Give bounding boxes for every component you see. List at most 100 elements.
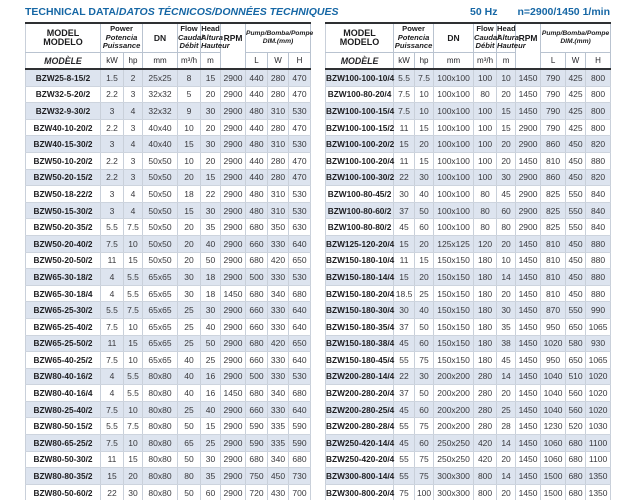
value-cell: 470	[288, 69, 312, 87]
model-cell: BZW200-280-25/4	[325, 401, 394, 419]
value-cell: 810	[540, 235, 567, 253]
value-cell: 1060	[540, 451, 567, 469]
value-cell: 100	[473, 169, 498, 187]
value-cell: 180	[473, 301, 498, 319]
value-cell: 5.5	[100, 218, 124, 236]
value-cell: 680	[565, 484, 587, 500]
value-cell: 790	[540, 69, 567, 87]
value-cell: 25	[496, 401, 517, 419]
value-cell: 1450	[515, 86, 542, 104]
value-cell: 3	[123, 152, 144, 170]
table-row: BZW150-180-45/4 55 75 150x150 180 45 1450 950 65…	[325, 351, 612, 369]
value-cell: 5.5	[100, 301, 124, 319]
value-cell: 440	[245, 69, 269, 87]
table-row: BZW100-100-15/4 7.5 10 100x100 100 15 1450 790 4…	[325, 102, 612, 120]
value-cell: 50	[414, 318, 435, 336]
value-cell: 80x80	[142, 434, 179, 452]
value-cell: 630	[288, 218, 312, 236]
value-cell: 55	[393, 417, 416, 436]
frequency-value: 50 Hz	[470, 6, 498, 18]
model-cell: BZW80-50-15/2	[25, 417, 101, 436]
table-row: BZW40-10-20/2 2.2 3 40x40 10 20 2900 440 280 470	[25, 119, 312, 137]
value-cell: 550	[565, 218, 587, 236]
value-cell: 65x65	[142, 285, 179, 303]
value-cell: 790	[540, 86, 567, 104]
unit-kw: kW	[393, 52, 416, 70]
dim-header: Pump/Bomba/Pompe DIM.(mm)	[245, 23, 313, 53]
value-cell: 150x150	[433, 301, 475, 319]
value-cell: 14	[496, 434, 517, 452]
value-cell: 15	[496, 102, 517, 120]
value-cell: 840	[585, 218, 612, 236]
value-cell: 60	[414, 335, 435, 353]
model-cell: BZW100-100-20/4	[325, 152, 394, 170]
model-cell: BZW100-100-10/4	[325, 69, 394, 87]
value-cell: 880	[585, 285, 612, 303]
value-cell: 530	[288, 185, 312, 203]
value-cell: 55	[393, 467, 416, 485]
value-cell: 80	[473, 86, 498, 104]
value-cell: 100	[473, 69, 498, 87]
value-cell: 450	[565, 235, 587, 253]
value-cell: 280	[473, 401, 498, 419]
value-cell: 200x200	[433, 401, 475, 419]
value-cell: 660	[245, 235, 269, 253]
value-cell: 840	[585, 185, 612, 203]
value-cell: 3	[123, 119, 144, 137]
value-cell: 560	[565, 401, 587, 419]
value-cell: 30	[414, 368, 435, 386]
value-cell: 7.5	[123, 301, 144, 319]
value-cell: 40	[414, 301, 435, 319]
value-cell: 450	[565, 268, 587, 286]
value-cell: 2900	[220, 368, 247, 386]
value-cell: 680	[288, 451, 312, 469]
value-cell: 100x100	[433, 185, 475, 203]
value-cell: 340	[267, 451, 290, 469]
value-cell: 2900	[220, 252, 247, 270]
unit-hp: hp	[123, 52, 144, 70]
value-cell: 150x150	[433, 285, 475, 303]
value-cell: 22	[393, 368, 416, 386]
value-cell: 37	[393, 318, 416, 336]
value-cell: 60	[414, 401, 435, 419]
model-cell: BZW250-420-14/4	[325, 434, 394, 452]
value-cell: 4	[123, 185, 144, 203]
value-cell: 680	[565, 434, 587, 452]
value-cell: 1450	[515, 102, 542, 120]
value-cell: 18	[200, 285, 222, 303]
value-cell: 280	[267, 152, 290, 170]
value-cell: 15	[393, 135, 416, 153]
value-cell: 20	[496, 384, 517, 402]
value-cell: 7.5	[100, 318, 124, 336]
value-cell: 32x32	[142, 86, 179, 104]
value-cell: 15	[100, 467, 124, 485]
value-cell: 10	[123, 318, 144, 336]
value-cell: 20	[177, 169, 202, 187]
value-cell: 40x40	[142, 135, 179, 153]
value-cell: 50x50	[142, 185, 179, 203]
value-cell: 2900	[220, 484, 247, 500]
value-cell: 5.5	[393, 69, 416, 87]
value-cell: 300x300	[433, 484, 475, 500]
value-cell: 75	[414, 351, 435, 369]
table-row: BZW32-5-20/2 2.2 3 32x32 5 20 2900 440 280 470	[25, 86, 312, 104]
model-cell: BZW100-80-60/2	[325, 202, 395, 220]
value-cell: 280	[473, 384, 498, 402]
value-cell: 11	[100, 335, 124, 353]
value-cell: 60	[496, 202, 517, 220]
value-cell: 2900	[220, 202, 247, 220]
table-row: BZW25-8-15/2 1.5 2 25x25 8 15 2900 440 280 470	[25, 69, 312, 87]
model-cell: BZW50-15-30/2	[25, 202, 101, 220]
value-cell: 5.5	[123, 285, 144, 303]
value-cell: 45	[393, 335, 416, 353]
power-label-es: Potencia	[105, 32, 138, 42]
power-label-en: Power	[402, 24, 425, 34]
value-cell: 1450	[515, 484, 542, 500]
value-cell: 330	[267, 235, 290, 253]
dn-header: DN	[433, 23, 475, 53]
value-cell: 680	[565, 451, 587, 469]
value-cell: 810	[540, 252, 567, 270]
model-label-es: MODELO	[339, 37, 380, 47]
table-row: BZW50-10-20/2 2.2 3 50x50 10 20 2900 440 280 470	[25, 152, 312, 170]
value-cell: 530	[288, 368, 312, 386]
